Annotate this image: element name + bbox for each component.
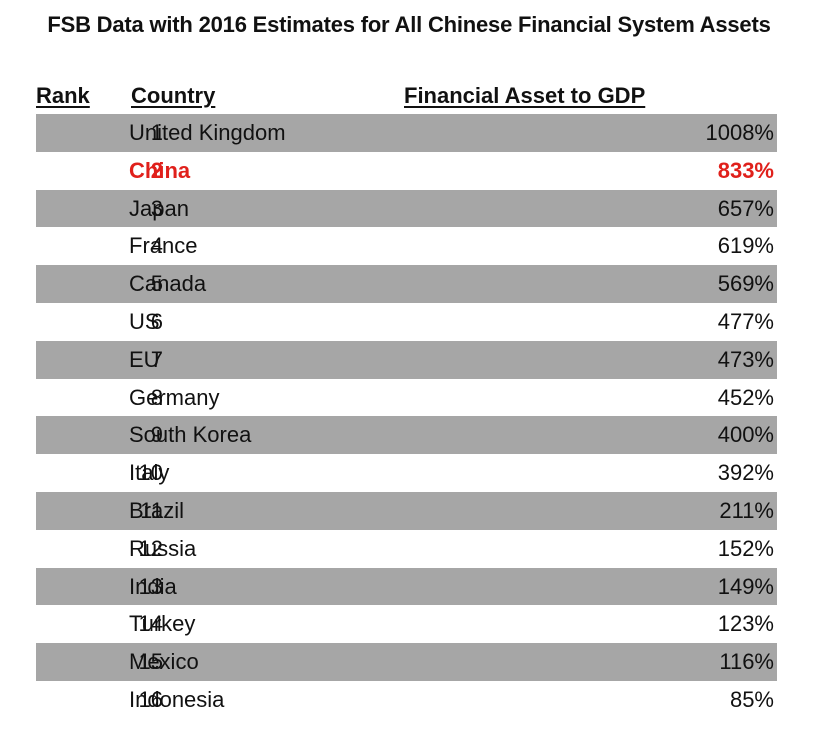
rank-cell: 6 xyxy=(150,308,163,334)
country-cell: France xyxy=(129,233,198,259)
table-row: 15 Mexico 116% xyxy=(36,643,777,681)
rank-cell: 16 xyxy=(138,686,163,712)
country-cell: South Korea xyxy=(129,422,252,448)
rank-cell: 8 xyxy=(150,384,163,410)
value-cell: 149% xyxy=(717,573,774,599)
rank-cell: 3 xyxy=(150,195,163,221)
country-cell: India xyxy=(129,573,177,599)
table-row: 7 EU 473% xyxy=(36,340,777,379)
value-cell: 569% xyxy=(717,271,774,297)
country-cell: Canada xyxy=(129,271,207,297)
column-header-financial-asset-to-gdp: Financial Asset to GDP xyxy=(404,83,646,108)
table-row: 11 Brazil 211% xyxy=(36,491,777,530)
table-row: 6 US 477% xyxy=(36,303,777,341)
country-cell: EU xyxy=(129,346,160,372)
value-cell: 1008% xyxy=(705,120,774,145)
value-cell: 619% xyxy=(717,233,774,259)
country-cell: China xyxy=(129,157,191,183)
value-cell: 211% xyxy=(719,497,774,523)
rank-cell: 4 xyxy=(150,233,163,259)
table-row: 5 Canada 569% xyxy=(36,265,777,303)
value-cell: 116% xyxy=(719,649,774,675)
country-cell: Mexico xyxy=(129,649,199,675)
country-cell: US xyxy=(129,308,160,334)
rank-cell: 13 xyxy=(138,573,163,599)
table-body: 1 United Kingdom 1008% 2 China 833% 3 Japan 657%… xyxy=(36,114,777,719)
table-row: 3 Japan 657% xyxy=(36,189,777,228)
value-cell: 123% xyxy=(717,611,774,637)
rank-cell: 1 xyxy=(150,120,163,145)
rank-cell: 9 xyxy=(150,422,163,448)
table-row: 8 Germany 452% xyxy=(36,379,777,417)
country-cell: Germany xyxy=(129,384,220,410)
column-header-country: Country xyxy=(131,83,216,108)
table-row: 16 Indonesia 85% xyxy=(36,681,777,719)
value-cell: 477% xyxy=(717,308,774,334)
table-row: 13 India 149% xyxy=(36,567,777,606)
table-row: 2 China 833% xyxy=(36,152,777,190)
rank-cell: 14 xyxy=(138,611,163,637)
value-cell: 657% xyxy=(717,195,774,221)
value-cell: 452% xyxy=(717,384,774,410)
country-cell: Turkey xyxy=(129,611,196,637)
column-header-rank: Rank xyxy=(36,83,90,108)
value-cell: 392% xyxy=(717,460,774,486)
country-cell: Italy xyxy=(129,460,170,486)
table-row: 14 Turkey 123% xyxy=(36,605,777,643)
value-cell: 473% xyxy=(717,346,774,372)
rank-cell: 11 xyxy=(140,497,163,523)
rank-cell: 15 xyxy=(138,649,163,675)
value-cell: 85% xyxy=(729,686,774,712)
value-cell: 152% xyxy=(717,535,774,561)
rank-cell: 2 xyxy=(150,157,163,183)
table-row: 1 United Kingdom 1008% xyxy=(36,114,777,152)
chart-title: FSB Data with 2016 Estimates for All Chi… xyxy=(47,12,771,37)
rank-cell: 10 xyxy=(138,460,163,486)
country-cell: Brazil xyxy=(129,497,185,523)
country-cell: United Kingdom xyxy=(129,120,286,145)
table-row: 9 South Korea 400% xyxy=(36,416,777,455)
country-cell: Japan xyxy=(129,195,189,221)
country-cell: Indonesia xyxy=(129,686,225,712)
value-cell: 400% xyxy=(717,422,774,448)
value-cell: 833% xyxy=(717,157,774,183)
country-cell: Russia xyxy=(129,535,197,561)
table-row: 4 France 619% xyxy=(36,227,777,265)
table-row: 12 Russia 152% xyxy=(36,530,777,568)
rank-cell: 7 xyxy=(150,346,163,372)
table-row: 10 Italy 392% xyxy=(36,454,777,492)
rank-cell: 5 xyxy=(150,271,163,297)
rank-cell: 12 xyxy=(138,535,163,561)
